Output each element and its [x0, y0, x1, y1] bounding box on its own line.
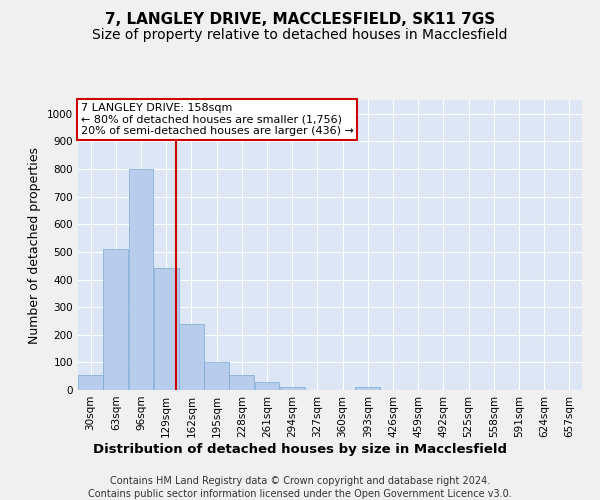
Bar: [179, 324, 204, 390]
Bar: [254, 382, 280, 390]
Text: 7 LANGLEY DRIVE: 158sqm
← 80% of detached houses are smaller (1,756)
20% of semi: 7 LANGLEY DRIVE: 158sqm ← 80% of detache…: [80, 103, 353, 136]
Bar: [128, 169, 154, 390]
Bar: [103, 249, 128, 390]
Text: Size of property relative to detached houses in Macclesfield: Size of property relative to detached ho…: [92, 28, 508, 42]
Bar: [355, 387, 380, 390]
Bar: [154, 268, 179, 390]
Bar: [204, 362, 229, 390]
Bar: [78, 375, 103, 390]
Bar: [229, 375, 254, 390]
Bar: [280, 387, 305, 390]
Text: Contains public sector information licensed under the Open Government Licence v3: Contains public sector information licen…: [88, 489, 512, 499]
Text: Distribution of detached houses by size in Macclesfield: Distribution of detached houses by size …: [93, 442, 507, 456]
Y-axis label: Number of detached properties: Number of detached properties: [28, 146, 41, 344]
Text: 7, LANGLEY DRIVE, MACCLESFIELD, SK11 7GS: 7, LANGLEY DRIVE, MACCLESFIELD, SK11 7GS: [105, 12, 495, 28]
Text: Contains HM Land Registry data © Crown copyright and database right 2024.: Contains HM Land Registry data © Crown c…: [110, 476, 490, 486]
